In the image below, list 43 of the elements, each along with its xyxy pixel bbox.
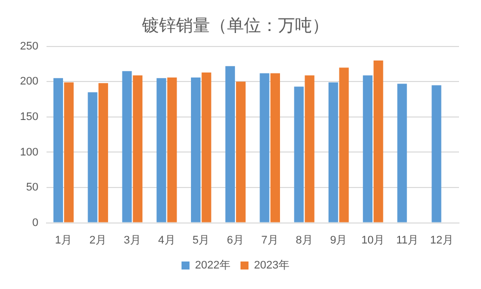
bar [64,82,74,222]
bar [167,77,177,222]
legend-label: 2022年 [195,260,231,272]
legend-label: 2023年 [254,260,290,272]
bar [397,84,407,222]
y-tick-label: 200 [20,76,38,88]
bar [53,78,64,222]
bar [294,86,304,222]
bar [260,73,270,222]
bar [339,68,349,222]
bar [374,60,384,222]
y-tick-label: 150 [20,110,38,123]
x-tick-label: 8月 [296,234,313,246]
bar [132,75,142,222]
bar [236,82,246,222]
x-tick-label: 10月 [361,234,385,246]
y-tick-label: 50 [26,182,38,194]
x-tick-label: 7月 [261,234,278,246]
bar [88,92,98,222]
x-tick-label: 2月 [89,234,106,246]
bar [225,66,235,222]
x-tick-label: 4月 [158,234,176,246]
bar [270,73,280,222]
x-tick-label: 11月 [396,234,419,246]
bar [122,71,132,222]
bar [304,75,314,222]
bar [328,82,338,222]
x-tick-label: 12月 [430,234,454,246]
y-tick-label: 250 [20,40,38,52]
y-tick-label: 100 [20,146,38,158]
x-tick-label: 6月 [226,234,244,246]
bar [156,78,166,222]
x-tick-label: 3月 [124,234,141,246]
x-tick-label: 5月 [192,234,210,246]
chart-title: 镀锌销量（单位：万吨） [141,16,329,35]
bar [362,75,372,222]
bar [202,72,212,222]
x-tick-label: 9月 [330,234,348,246]
y-tick-label: 0 [32,216,38,229]
bar [432,85,442,222]
bar [190,77,201,222]
bar [98,83,108,222]
x-tick-label: 1月 [54,234,72,246]
